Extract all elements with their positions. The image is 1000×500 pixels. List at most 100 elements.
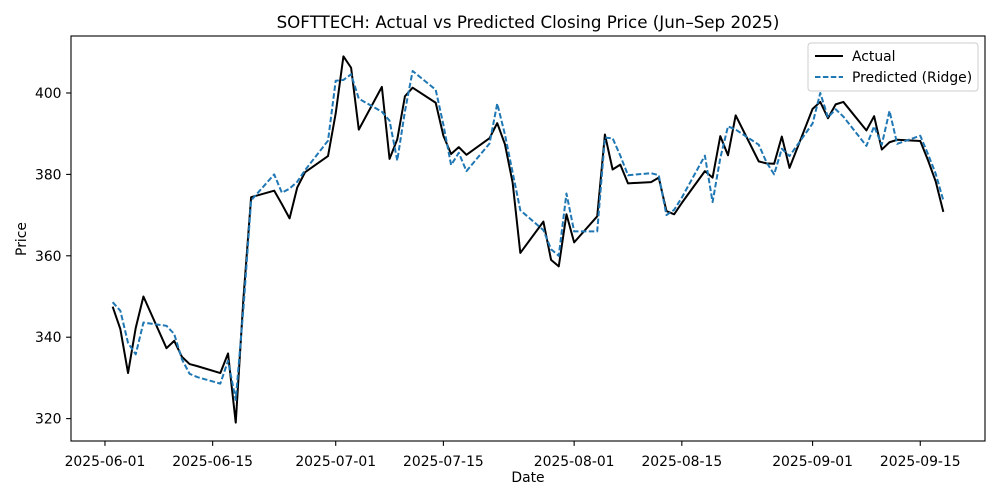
actual-point xyxy=(411,86,414,89)
predicted-ridge-point xyxy=(288,187,291,190)
predicted-ridge-point xyxy=(511,171,514,174)
actual-point xyxy=(726,154,729,157)
actual-point xyxy=(711,176,714,179)
predicted-ridge-point xyxy=(457,151,460,154)
predicted-ridge-point xyxy=(826,116,829,119)
actual-point xyxy=(396,138,399,141)
predicted-ridge-point xyxy=(896,142,899,145)
predicted-ridge-point xyxy=(196,376,199,379)
predicted-ridge-point xyxy=(388,119,391,122)
actual-point xyxy=(565,213,568,216)
predicted-ridge-point xyxy=(626,174,629,177)
predicted-ridge-point xyxy=(880,143,883,146)
plot-area xyxy=(111,55,945,424)
predicted-ridge-point xyxy=(788,155,791,158)
predicted-ridge-point xyxy=(596,230,599,233)
predicted-ridge-point xyxy=(242,307,245,310)
actual-point xyxy=(357,128,360,131)
actual-point xyxy=(127,372,130,375)
predicted-ridge-point xyxy=(673,208,676,211)
predicted-ridge-point xyxy=(542,229,545,232)
legend: Actual Predicted (Ridge) xyxy=(807,42,979,92)
x-tick-label: 2025-08-15 xyxy=(641,454,722,470)
actual-point xyxy=(673,213,676,216)
predicted-ridge-point xyxy=(557,254,560,257)
predicted-ridge-point xyxy=(819,91,822,94)
actual-point xyxy=(842,100,845,103)
y-tick-label: 320 xyxy=(35,412,62,428)
predicted-ridge-point xyxy=(757,143,760,146)
actual-point xyxy=(880,148,883,151)
actual-point xyxy=(134,326,137,329)
predicted-ridge-point xyxy=(550,248,553,251)
y-axis: 320 340 360 380 400 xyxy=(35,86,71,428)
actual-point xyxy=(834,103,837,106)
x-tick-label: 2025-09-15 xyxy=(880,454,961,470)
actual-point xyxy=(403,95,406,98)
actual-point xyxy=(680,201,683,204)
predicted-ridge-point xyxy=(934,172,937,175)
actual-point xyxy=(442,134,445,137)
actual-point xyxy=(496,122,499,125)
predicted-ridge-point xyxy=(503,133,506,136)
predicted-ridge-point xyxy=(665,214,668,217)
predicted-ridge-point xyxy=(834,108,837,111)
predicted-ridge-point xyxy=(842,115,845,118)
actual-point xyxy=(603,133,606,136)
actual-point xyxy=(626,182,629,185)
predicted-ridge-point xyxy=(450,164,453,167)
predicted-ridge-point xyxy=(765,161,768,164)
predicted-ridge-point xyxy=(334,79,337,82)
predicted-ridge-point xyxy=(188,372,191,375)
actual-point xyxy=(334,112,337,115)
predicted-ridge-point xyxy=(111,301,114,304)
predicted-ridge-point xyxy=(219,382,222,385)
actual-point xyxy=(573,241,576,244)
predicted-ridge-point xyxy=(496,102,499,105)
predicted-ridge-point xyxy=(811,122,814,125)
actual-point xyxy=(650,181,653,184)
predicted-ridge-point xyxy=(726,125,729,128)
actual-point xyxy=(550,258,553,261)
predicted-ridge-point xyxy=(680,196,683,199)
predicted-ridge-point xyxy=(250,199,253,202)
actual-point xyxy=(296,186,299,189)
actual-point xyxy=(196,365,199,368)
predicted-ridge-point xyxy=(888,109,891,112)
chart-title: SOFTTECH: Actual vs Predicted Closing Pr… xyxy=(277,12,780,32)
actual-point xyxy=(119,328,122,331)
actual-point xyxy=(288,217,291,220)
predicted-ridge-point xyxy=(603,136,606,139)
actual-point xyxy=(280,203,283,206)
y-tick-label: 380 xyxy=(35,167,62,183)
actual-point xyxy=(757,160,760,163)
predicted-ridge-point xyxy=(280,191,283,194)
x-tick-label: 2025-09-01 xyxy=(772,454,853,470)
actual-point xyxy=(734,114,737,117)
actual-point xyxy=(719,135,722,138)
predicted-ridge-point xyxy=(403,110,406,113)
y-tick-label: 360 xyxy=(35,249,62,265)
predicted-ridge-point xyxy=(734,128,737,131)
predicted-ridge-point xyxy=(650,172,653,175)
predicted-ridge-point xyxy=(327,139,330,142)
predicted-ridge-point xyxy=(865,144,868,147)
predicted-ridge-point xyxy=(142,321,145,324)
predicted-ridge-point xyxy=(773,173,776,176)
predicted-ridge-point xyxy=(411,70,414,73)
predicted-ridge-point xyxy=(465,170,468,173)
actual-point xyxy=(557,265,560,268)
predicted-ridge-point xyxy=(488,142,491,145)
predicted-ridge-point xyxy=(273,173,276,176)
actual-point xyxy=(227,352,230,355)
actual-point xyxy=(219,372,222,375)
actual-point xyxy=(519,251,522,254)
predicted-ridge-point xyxy=(434,88,437,91)
actual-point xyxy=(873,115,876,118)
x-tick-label: 2025-06-01 xyxy=(65,454,146,470)
actual-point xyxy=(111,305,114,308)
legend-label-actual: Actual xyxy=(852,49,896,65)
y-tick-label: 340 xyxy=(35,330,62,346)
legend-box xyxy=(807,42,979,92)
legend-label-predicted-ridge: Predicted (Ridge) xyxy=(852,70,972,86)
